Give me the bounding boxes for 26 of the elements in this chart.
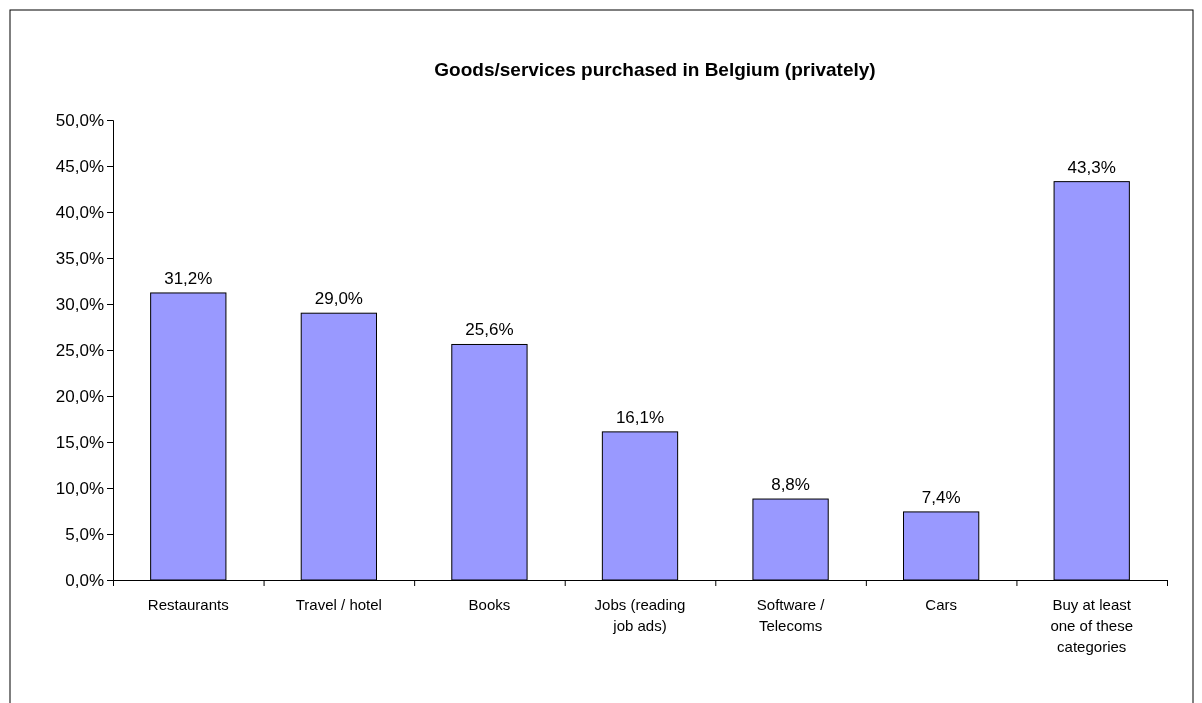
data-label: 25,6% (465, 320, 514, 340)
data-label: 16,1% (615, 407, 665, 427)
data-label: 43,3% (1067, 157, 1116, 177)
y-tick-label: 5,0% (65, 524, 104, 544)
y-tick-label: 35,0% (55, 248, 104, 268)
x-tick-label: Books (468, 596, 511, 613)
y-tick-label: 45,0% (55, 156, 104, 176)
data-label: 7,4% (921, 487, 961, 507)
x-tick-label: Buy at least one of these categories (1050, 596, 1133, 655)
y-tick-label: 10,0% (55, 478, 104, 498)
x-tick-label: Jobs (reading job ads) (594, 596, 686, 634)
data-label: 31,2% (164, 268, 213, 288)
y-tick-label: 20,0% (55, 386, 104, 406)
y-tick-label: 25,0% (55, 340, 104, 360)
data-label: 29,0% (314, 289, 363, 309)
y-tick-label: 30,0% (55, 294, 104, 314)
y-tick-label: 50,0% (55, 110, 104, 130)
x-tick-label: Travel / hotel (295, 596, 382, 613)
y-tick-label: 0,0% (65, 570, 104, 590)
x-tick-label: Cars (925, 596, 957, 613)
y-tick-label: 15,0% (55, 432, 104, 452)
x-tick-label: Software / Telecoms (756, 596, 826, 634)
x-tick-label: Restaurants (147, 596, 229, 613)
chart-title: Goods/services purchased in Belgium (privately) (434, 59, 876, 80)
y-tick-label: 40,0% (55, 202, 104, 222)
data-label: 8,8% (771, 475, 810, 495)
